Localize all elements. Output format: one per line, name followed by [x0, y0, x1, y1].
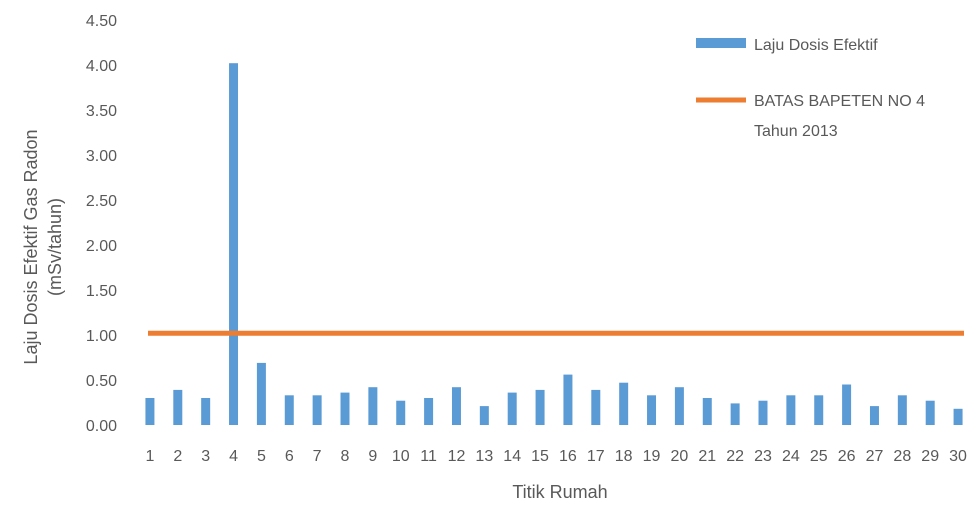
x-axis-ticks: 1 2 3 4 5 6 7 8 9 10 11 12 13 14 15 16 17 18 19 20 21 22 23 24 2… — [145, 448, 967, 465]
bar — [368, 387, 378, 425]
bar — [229, 63, 239, 425]
x-tick-label: 20 — [671, 448, 689, 465]
bar — [451, 387, 461, 425]
y-tick-label: 0.00 — [86, 418, 117, 435]
bar — [786, 395, 796, 425]
x-tick-label: 21 — [698, 448, 716, 465]
bar — [507, 392, 517, 425]
legend-label-bar: Laju Dosis Efektif — [754, 37, 878, 54]
bar — [535, 389, 545, 425]
bar — [563, 374, 573, 425]
legend-swatch-bar — [696, 38, 746, 48]
bar — [284, 395, 294, 425]
x-tick-label: 4 — [229, 448, 238, 465]
y-tick-label: 2.50 — [86, 193, 117, 210]
x-tick-label: 14 — [503, 448, 521, 465]
bar — [340, 392, 350, 425]
bar — [842, 384, 852, 425]
y-tick-label: 3.50 — [86, 103, 117, 120]
x-tick-label: 29 — [921, 448, 939, 465]
x-tick-label: 17 — [587, 448, 605, 465]
y-axis-title: Laju Dosis Efektif Gas Radon (mSv/tahun) — [21, 129, 65, 364]
bar — [479, 406, 489, 425]
x-tick-label: 22 — [726, 448, 744, 465]
x-tick-label: 9 — [368, 448, 377, 465]
x-tick-label: 11 — [420, 448, 437, 465]
bar — [730, 403, 740, 425]
x-tick-label: 25 — [810, 448, 828, 465]
x-tick-label: 13 — [475, 448, 493, 465]
x-tick-label: 6 — [285, 448, 294, 465]
y-tick-label: 1.50 — [86, 283, 117, 300]
y-axis-title-line-1: Laju Dosis Efektif Gas Radon — [21, 129, 41, 364]
y-tick-label: 0.50 — [86, 373, 117, 390]
y-tick-label: 4.50 — [86, 13, 117, 30]
x-tick-label: 12 — [448, 448, 466, 465]
bar — [424, 398, 434, 425]
bar — [869, 406, 879, 425]
bar — [897, 395, 907, 425]
bar — [145, 398, 155, 425]
x-tick-label: 16 — [559, 448, 577, 465]
bar — [702, 398, 712, 425]
bar — [674, 387, 684, 425]
bar — [619, 382, 629, 425]
x-tick-label: 18 — [615, 448, 633, 465]
bar — [758, 400, 768, 425]
bar — [953, 408, 963, 425]
bar — [925, 400, 935, 425]
bar — [256, 362, 266, 425]
legend-label-line-2: Tahun 2013 — [754, 123, 838, 140]
bar — [591, 389, 601, 425]
x-tick-label: 7 — [313, 448, 322, 465]
x-tick-label: 3 — [201, 448, 210, 465]
legend-label-line-1: BATAS BAPETEN NO 4 — [754, 93, 925, 110]
x-tick-label: 23 — [754, 448, 772, 465]
x-tick-label: 24 — [782, 448, 800, 465]
y-tick-label: 4.00 — [86, 58, 117, 75]
x-tick-label: 1 — [145, 448, 154, 465]
bar — [173, 389, 183, 425]
x-axis-title: Titik Rumah — [512, 482, 607, 502]
x-tick-label: 8 — [341, 448, 350, 465]
x-tick-label: 26 — [838, 448, 856, 465]
x-tick-label: 28 — [893, 448, 911, 465]
y-tick-label: 3.00 — [86, 148, 117, 165]
bar — [396, 400, 406, 425]
bar — [814, 395, 824, 425]
x-tick-label: 19 — [643, 448, 661, 465]
x-tick-label: 30 — [949, 448, 967, 465]
x-tick-label: 5 — [257, 448, 266, 465]
x-tick-label: 27 — [866, 448, 884, 465]
bar — [312, 395, 322, 425]
bar — [647, 395, 657, 425]
y-tick-label: 2.00 — [86, 238, 117, 255]
bar — [201, 398, 211, 425]
y-axis-title-line-2: (mSv/tahun) — [45, 198, 65, 296]
legend: Laju Dosis Efektif BATAS BAPETEN NO 4 Ta… — [696, 37, 925, 140]
x-tick-label: 15 — [531, 448, 549, 465]
x-tick-label: 10 — [392, 448, 410, 465]
y-axis-ticks: 0.00 0.50 1.00 1.50 2.00 2.50 3.00 3.50 4.00 4.50 — [86, 13, 117, 435]
y-tick-label: 1.00 — [86, 328, 117, 345]
x-tick-label: 2 — [173, 448, 182, 465]
bar-series — [145, 63, 963, 425]
